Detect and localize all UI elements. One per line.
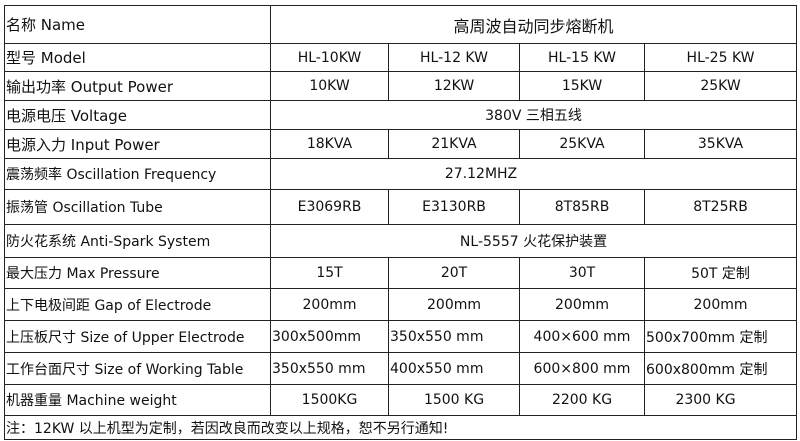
row-input-power: 电源入力 Input Power 18KVA 21KVA 25KVA 35KVA [4, 129, 798, 159]
machine-name: 高周波自动同步熔断机 [269, 5, 798, 44]
cell: 200mm [643, 288, 798, 321]
cell: 200mm [519, 288, 645, 321]
row-label: 上下电极间距 Gap of Electrode [4, 288, 271, 321]
cell: E3130RB [388, 189, 520, 225]
row-label: 工作台面尺寸 Size of Working Table [4, 352, 271, 385]
cell: HL-10KW [270, 43, 389, 72]
cell: 2300 KG [643, 384, 798, 416]
row-voltage: 电源电压 Voltage 380V 三相五线 [4, 100, 798, 130]
row-label: 电源入力 Input Power [4, 129, 271, 159]
cell: 2200 KG [519, 384, 645, 416]
cell: 35KVA [643, 129, 798, 159]
row-model: 型号 Model HL-10KW HL-12 KW HL-15 KW HL-25… [4, 43, 798, 72]
cell: 400×600 mm [519, 320, 645, 353]
cell: 600×800 mm [519, 352, 645, 385]
cell: 25KVA [519, 129, 645, 159]
cell: 15KW [519, 71, 645, 101]
row-oscillation-tube: 振荡管 Oscillation Tube E3069RB E3130RB 8T8… [4, 189, 798, 225]
cell: HL-12 KW [388, 43, 520, 72]
cell: 350x550 mm [388, 320, 520, 353]
cell-merged: 380V 三相五线 [269, 100, 798, 130]
row-working-table: 工作台面尺寸 Size of Working Table 350x550 mm … [4, 352, 798, 385]
cell: 12KW [388, 71, 520, 101]
name-label: 名称 Name [4, 5, 271, 44]
cell: E3069RB [270, 189, 389, 225]
cell: 500x700mm 定制 [643, 320, 798, 353]
row-label: 防火花系统 Anti-Spark System [4, 224, 271, 258]
cell: 10KW [270, 71, 389, 101]
row-label: 型号 Model [4, 43, 271, 72]
cell: 200mm [270, 288, 389, 321]
row-output-power: 输出功率 Output Power 10KW 12KW 15KW 25KW [4, 71, 798, 101]
row-name: 名称 Name 高周波自动同步熔断机 [4, 5, 798, 44]
row-upper-electrode: 上压板尺寸 Size of Upper Electrode 300x500mm … [4, 320, 798, 353]
cell: HL-15 KW [519, 43, 645, 72]
row-label: 振荡管 Oscillation Tube [4, 189, 271, 225]
row-label: 机器重量 Machine weight [4, 384, 271, 416]
cell: 8T85RB [519, 189, 645, 225]
cell: 30T [519, 257, 645, 289]
row-anti-spark: 防火花系统 Anti-Spark System NL-5557 火花保护装置 [4, 224, 798, 258]
row-label: 电源电压 Voltage [4, 100, 271, 130]
cell: 25KW [643, 71, 798, 101]
cell-merged: NL-5557 火花保护装置 [269, 224, 798, 258]
row-label: 输出功率 Output Power [4, 71, 271, 101]
cell: 1500KG [270, 384, 389, 416]
cell: 200mm [388, 288, 520, 321]
cell: 600x800mm 定制 [643, 352, 798, 385]
row-frequency: 震荡频率 Oscillation Frequency 27.12MHZ [4, 158, 798, 190]
cell: 300x500mm [270, 320, 389, 353]
cell-merged: 27.12MHZ [269, 158, 798, 190]
row-note: 注：12KW 以上机型为定制，若因改良而改变以上规格，恕不另行通知! [3, 415, 798, 440]
cell: 8T25RB [643, 189, 798, 225]
cell: 50T 定制 [643, 257, 798, 289]
row-max-pressure: 最大压力 Max Pressure 15T 20T 30T 50T 定制 [4, 257, 798, 289]
cell: 18KVA [270, 129, 389, 159]
cell: 400x550 mm [388, 352, 520, 385]
cell: 350x550 mm [270, 352, 389, 385]
row-label: 上压板尺寸 Size of Upper Electrode [4, 320, 271, 353]
row-label: 最大压力 Max Pressure [4, 257, 271, 289]
row-gap: 上下电极间距 Gap of Electrode 200mm 200mm 200m… [4, 288, 798, 321]
cell: 1500 KG [388, 384, 520, 416]
cell: 21KVA [388, 129, 520, 159]
row-weight: 机器重量 Machine weight 1500KG 1500 KG 2200 … [4, 384, 798, 416]
cell: 20T [388, 257, 520, 289]
footnote: 注：12KW 以上机型为定制，若因改良而改变以上规格，恕不另行通知! [3, 415, 798, 440]
cell: 15T [270, 257, 389, 289]
row-label: 震荡频率 Oscillation Frequency [4, 158, 271, 190]
cell: HL-25 KW [643, 43, 798, 72]
spec-table: 名称 Name 高周波自动同步熔断机 型号 Model HL-10KW HL-1… [3, 5, 798, 440]
